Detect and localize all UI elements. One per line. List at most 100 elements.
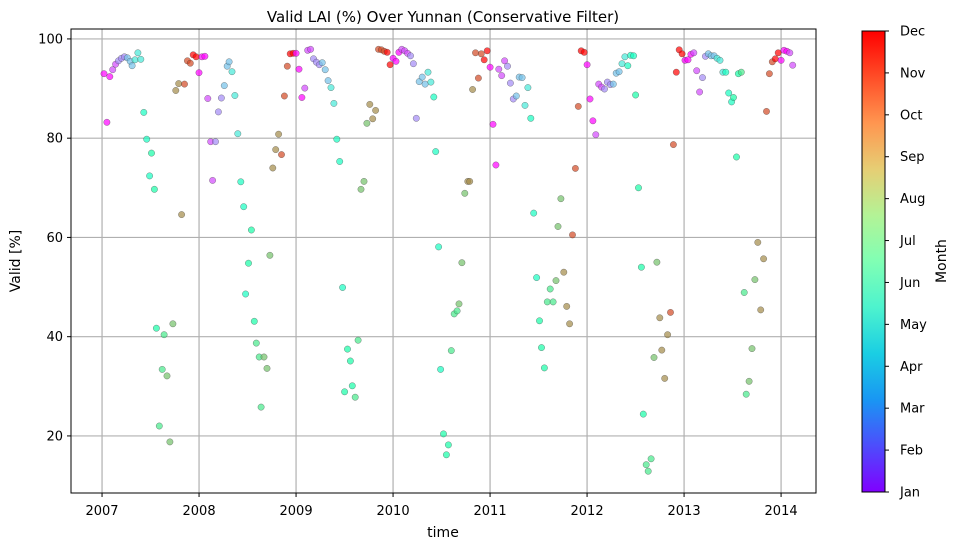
data-point <box>647 455 655 463</box>
data-point <box>392 57 400 65</box>
x-tick-label: 2010 <box>377 504 410 519</box>
data-point <box>635 184 642 192</box>
plot-frame <box>70 28 817 494</box>
data-point <box>621 53 629 61</box>
data-point <box>409 60 417 68</box>
data-point <box>789 61 797 69</box>
data-point <box>272 146 280 154</box>
data-point <box>418 73 426 81</box>
data-point <box>771 55 779 63</box>
data-point <box>204 95 212 102</box>
data-point <box>424 68 432 76</box>
data-point <box>518 74 526 82</box>
data-point <box>131 56 139 64</box>
data-point <box>339 284 346 291</box>
data-point <box>346 357 354 365</box>
data-point <box>504 62 511 70</box>
data-points <box>100 45 797 475</box>
data-point <box>699 74 706 82</box>
data-point <box>552 277 560 284</box>
data-point <box>455 300 463 308</box>
data-point <box>263 364 271 372</box>
y-axis-label: Valid [%] <box>8 230 24 292</box>
data-point <box>143 135 151 143</box>
data-point <box>638 263 645 271</box>
data-point <box>383 48 391 56</box>
data-point <box>172 87 180 94</box>
data-point <box>169 320 177 328</box>
data-point <box>533 274 540 281</box>
data-point <box>569 231 576 239</box>
data-point <box>217 94 225 102</box>
data-point <box>128 62 136 70</box>
data-point <box>644 467 652 475</box>
data-point <box>137 55 145 63</box>
data-point <box>786 49 794 57</box>
data-point <box>430 93 438 101</box>
data-point <box>546 285 554 293</box>
data-point <box>630 52 637 60</box>
data-point <box>201 52 209 60</box>
colorbar-tick-label: Dec <box>900 25 925 40</box>
data-point <box>716 56 724 64</box>
data-point <box>146 172 154 180</box>
data-point <box>100 70 108 78</box>
data-point <box>524 84 532 92</box>
colorbar-tick-label: Aug <box>900 192 925 207</box>
colorbar-tick-label: Mar <box>900 402 925 417</box>
x-tick-label: 2008 <box>183 504 216 519</box>
x-tick-label: 2009 <box>280 504 313 519</box>
data-point <box>432 148 440 156</box>
data-point <box>212 138 219 146</box>
data-point <box>186 59 194 67</box>
data-point <box>751 276 759 283</box>
data-point <box>283 62 291 70</box>
data-point <box>231 92 239 99</box>
data-point <box>348 382 356 390</box>
colorbar-tick-label: May <box>900 318 927 333</box>
colorbar <box>861 30 886 493</box>
data-point <box>639 410 647 418</box>
y-tick-label: 40 <box>46 330 63 345</box>
data-point <box>658 346 666 354</box>
data-point <box>240 203 248 211</box>
data-point <box>195 69 203 77</box>
data-point <box>150 185 158 193</box>
data-point <box>474 74 482 82</box>
data-point <box>506 79 514 87</box>
data-point <box>106 73 114 81</box>
data-point <box>693 67 701 75</box>
data-point <box>447 347 455 354</box>
data-point <box>763 108 770 115</box>
data-point <box>554 223 562 230</box>
data-point <box>730 94 737 101</box>
data-point <box>480 56 488 64</box>
data-point <box>512 92 520 100</box>
data-point <box>330 100 338 107</box>
colorbar-tick-label: Jul <box>899 234 916 249</box>
data-point <box>228 68 236 76</box>
data-point <box>363 119 371 127</box>
data-point <box>670 141 677 149</box>
data-point <box>318 59 326 67</box>
data-point <box>158 365 166 373</box>
data-point <box>252 339 260 347</box>
data-point <box>624 62 632 70</box>
data-point <box>601 85 608 93</box>
data-point <box>501 57 508 65</box>
colorbar-tick-label: Oct <box>900 108 922 123</box>
data-point <box>690 49 698 57</box>
data-point <box>461 189 469 197</box>
data-point <box>560 268 568 276</box>
y-tick-label: 60 <box>46 231 63 246</box>
data-point <box>549 298 557 306</box>
data-point <box>664 331 671 339</box>
data-point <box>586 95 594 103</box>
x-tick-label: 2012 <box>571 504 604 519</box>
data-point <box>351 393 359 401</box>
x-axis-ticks: 2007 2008 2009 2010 2011 2012 2013 2014 <box>85 493 798 519</box>
data-point <box>225 58 233 66</box>
data-point <box>214 108 222 116</box>
grid-lines <box>71 29 816 493</box>
